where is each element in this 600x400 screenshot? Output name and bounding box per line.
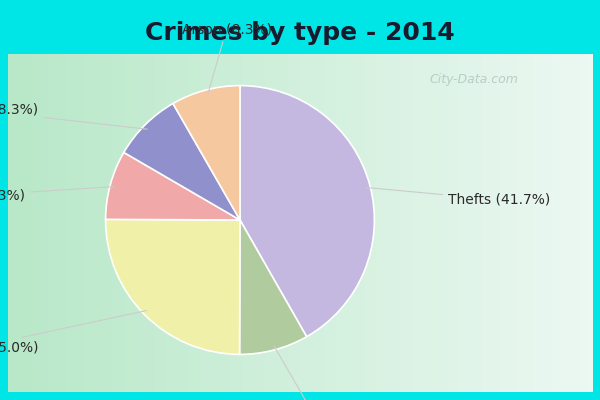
Text: City-Data.com: City-Data.com [430,74,518,86]
Text: Assaults (8.3%): Assaults (8.3%) [0,187,114,203]
Wedge shape [239,220,307,354]
Text: Crimes by type - 2014: Crimes by type - 2014 [145,21,455,45]
Text: Auto thefts (8.3%): Auto thefts (8.3%) [0,103,147,129]
Text: Burglaries (25.0%): Burglaries (25.0%) [0,310,146,355]
Text: Thefts (41.7%): Thefts (41.7%) [366,188,551,207]
Wedge shape [106,219,240,354]
Wedge shape [124,104,240,220]
Wedge shape [173,86,240,220]
Wedge shape [106,152,240,220]
Text: Rapes (8.3%): Rapes (8.3%) [268,346,361,400]
Text: Arson (8.3%): Arson (8.3%) [182,22,272,94]
Wedge shape [240,86,374,337]
